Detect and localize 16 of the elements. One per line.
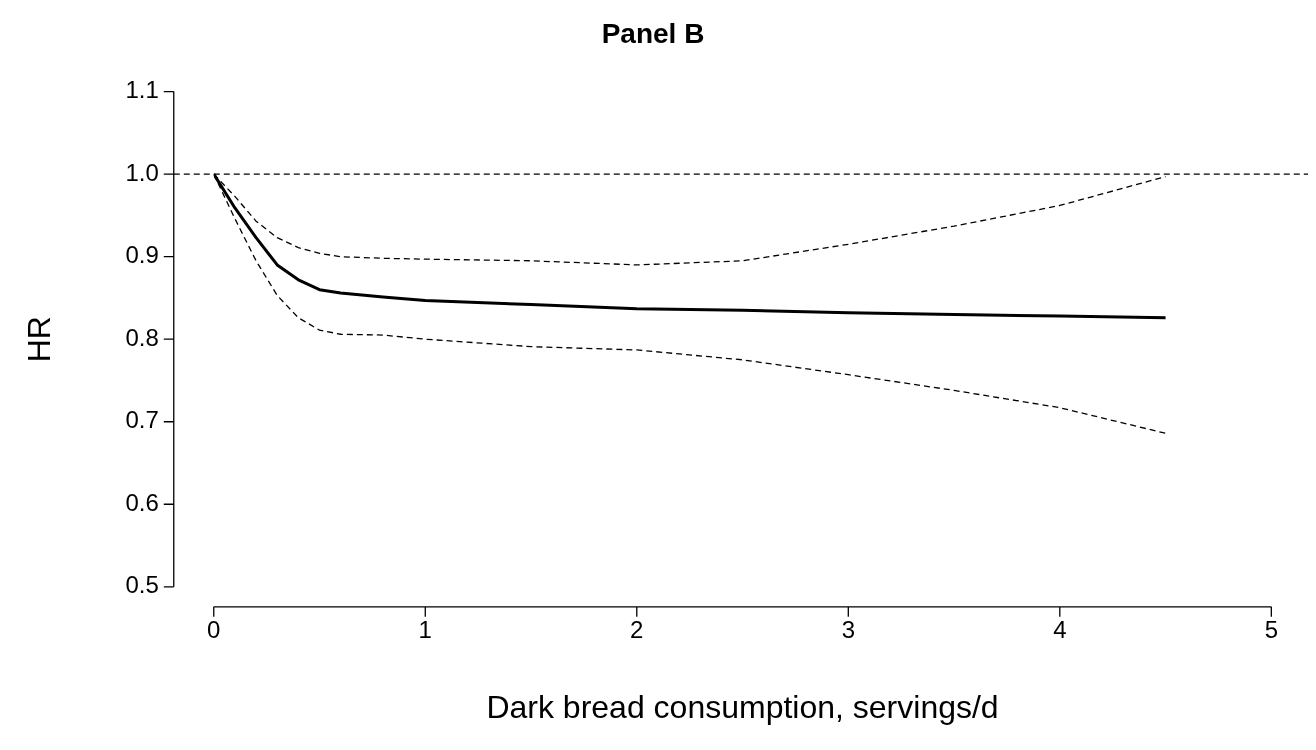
y-tick-label: 0.9: [125, 241, 159, 269]
x-tick-label: 3: [841, 615, 855, 643]
y-tick-label: 0.5: [125, 571, 159, 599]
x-tick-label: 2: [630, 615, 644, 643]
y-tick-label: 0.8: [125, 323, 159, 351]
y-tick-label: 1.0: [125, 158, 159, 186]
y-axis-title: HR: [21, 316, 58, 363]
x-tick-label: 1: [418, 615, 432, 643]
x-tick-label: 5: [1264, 615, 1279, 643]
y-tick-label: 0.6: [125, 488, 159, 516]
chart-title: Panel B: [601, 17, 705, 49]
y-tick-label: 1.1: [125, 76, 159, 104]
x-axis-title: Dark bread consumption, servings/d: [486, 688, 999, 725]
x-tick-label: 4: [1053, 615, 1067, 643]
x-tick-label: 0: [207, 615, 221, 643]
y-tick-label: 0.7: [125, 406, 159, 434]
